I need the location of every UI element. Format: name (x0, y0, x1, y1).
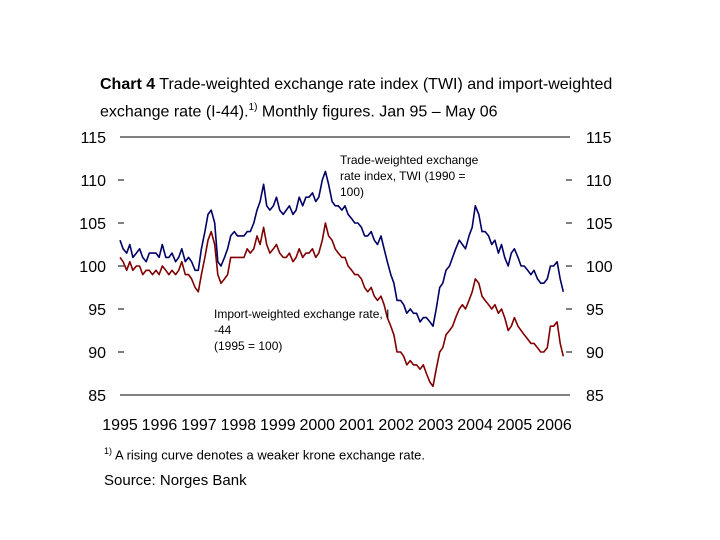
footnote-mark: 1) (104, 446, 113, 456)
annotation-i44-line-1: Import-weighted exchange rate, I (214, 307, 389, 321)
annotation-twi-line-2: rate index, TWI (1990 = (340, 169, 466, 183)
x-tick-label-2001: 2001 (339, 417, 375, 434)
x-tick-label-1995: 1995 (102, 417, 138, 434)
x-tick-label-2000: 2000 (299, 417, 335, 434)
y-tick-label-left-115: 115 (80, 130, 106, 147)
y-tick-label-right-100: 100 (586, 259, 613, 276)
footnote: 1) A rising curve denotes a weaker krone … (104, 446, 425, 462)
chart-annotations: Trade-weighted exchange rate index, TWI (… (214, 153, 479, 353)
x-tick-label-2002: 2002 (378, 417, 414, 434)
chart-title-footnote-mark: 1) (248, 102, 258, 113)
x-tick-label-1997: 1997 (181, 417, 217, 434)
chart-title-subtext: Monthly figures. Jan 95 – May 06 (257, 103, 498, 121)
y-tick-label-right-95: 95 (586, 302, 604, 319)
x-tick-label-1999: 1999 (260, 417, 296, 434)
y-tick-label-left-90: 90 (88, 345, 106, 362)
annotation-twi-line-1: Trade-weighted exchange (340, 153, 479, 167)
y-tick-label-right-110: 110 (586, 173, 612, 190)
line-chart: 85 85 90 90 95 95 100 100 105 105 110 110 115 115 1995… (79, 130, 613, 434)
chart-axes: 85 85 90 90 95 95 100 100 105 105 110 110 115 115 1995… (79, 130, 613, 434)
y-tick-label-left-85: 85 (88, 388, 106, 405)
x-tick-label-2003: 2003 (418, 417, 454, 434)
y-tick-label-right-105: 105 (586, 216, 613, 233)
annotation-i44-line-3: (1995 = 100) (214, 339, 282, 353)
annotation-i44-line-2: -44 (214, 323, 232, 337)
series-line-i44 (119, 222, 565, 388)
y-tick-label-right-90: 90 (586, 345, 604, 362)
footnote-text: A rising curve denotes a weaker krone ex… (115, 447, 426, 463)
x-tick-label-1998: 1998 (221, 417, 257, 434)
x-tick-label-1996: 1996 (142, 417, 178, 434)
annotation-twi-line-3: 100) (340, 185, 364, 199)
chart-title: Chart 4 Trade-weighted exchange rate ind… (100, 73, 660, 123)
chart-title-number: Chart 4 (100, 76, 156, 93)
chart-series (119, 170, 565, 388)
y-tick-label-left-95: 95 (88, 302, 106, 319)
x-tick-label-2004: 2004 (457, 417, 493, 434)
y-tick-label-left-110: 110 (80, 173, 106, 190)
series-line-twi (119, 170, 565, 328)
chart-title-text: Trade-weighted exchange rate index (TWI)… (100, 76, 613, 121)
y-tick-label-left-105: 105 (79, 216, 106, 233)
y-tick-label-left-100: 100 (79, 259, 106, 276)
y-tick-label-right-115: 115 (586, 130, 612, 147)
x-tick-label-2006: 2006 (536, 417, 572, 434)
y-tick-label-right-85: 85 (586, 388, 604, 405)
x-tick-label-2005: 2005 (497, 417, 533, 434)
source-note: Source: Norges Bank (104, 472, 247, 489)
